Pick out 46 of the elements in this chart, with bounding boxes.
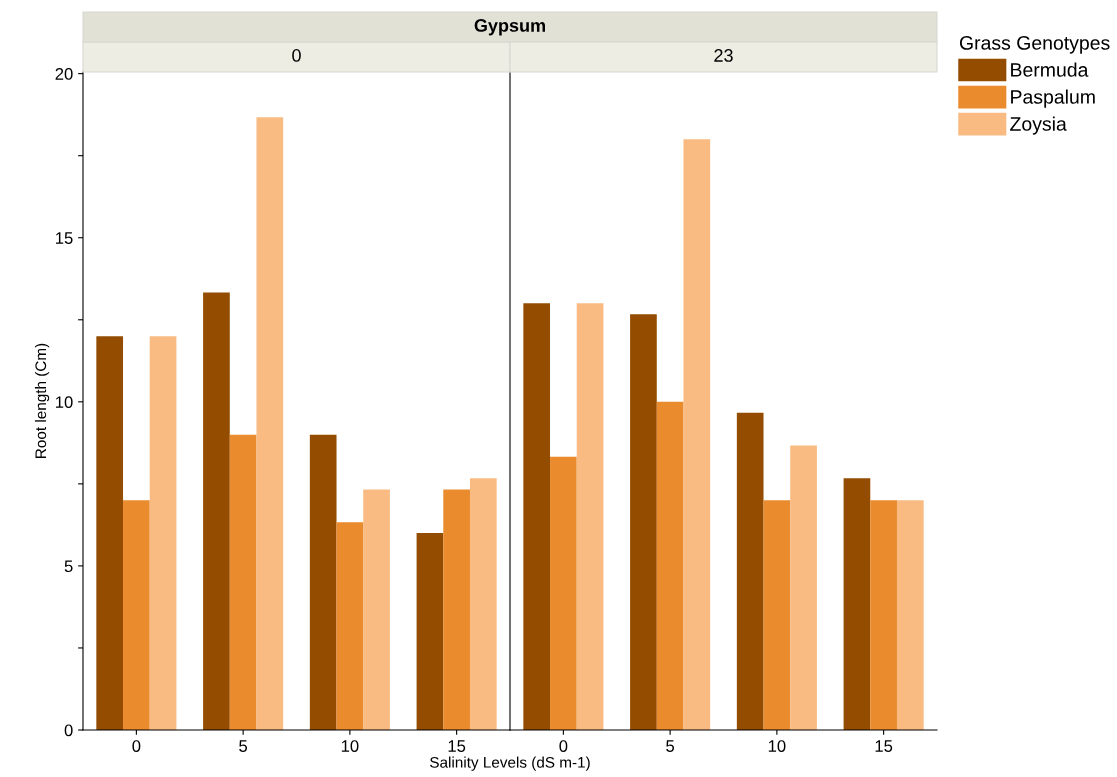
bar [96, 336, 124, 730]
bar [256, 117, 284, 730]
x-tick-label: 0 [132, 740, 141, 752]
x-tick-label: 5 [239, 740, 248, 752]
bar [416, 533, 444, 730]
chart-title: 0 [292, 49, 301, 62]
bar [363, 489, 390, 730]
legend-label: Paspalum [1011, 89, 1095, 108]
bar [763, 500, 791, 730]
bar [843, 478, 871, 730]
legend-label: Zoysia [1010, 116, 1067, 135]
bar [203, 292, 230, 730]
bar [309, 434, 337, 730]
x-tick-label: 15 [448, 740, 466, 752]
x-tick-label: 5 [666, 740, 675, 752]
bar [736, 412, 764, 730]
bar [123, 500, 150, 730]
bar [469, 478, 497, 730]
bar [443, 489, 470, 730]
text: Gypsum [474, 19, 545, 36]
x-tick-label: 10 [768, 740, 786, 752]
bar [229, 434, 257, 730]
chart-title: 23 [714, 49, 733, 62]
bar [630, 314, 657, 730]
bar [683, 139, 711, 730]
bar [149, 336, 177, 730]
y-tick-label: 20 [55, 68, 73, 80]
legend-title: Grass Genotypes [959, 36, 1110, 54]
legend-label: Bermuda [1011, 62, 1089, 77]
bar [336, 522, 364, 730]
x-tick-label: 15 [875, 740, 893, 752]
bar [896, 500, 924, 730]
x-axis-title: Salinity Levels (dS m-1) [430, 756, 590, 771]
bar [656, 401, 684, 730]
x-tick-label: 0 [559, 740, 568, 752]
y-tick-label: 10 [56, 396, 73, 409]
y-tick-label: 15 [56, 232, 73, 244]
y-axis-title: Root length (Cm) [34, 343, 50, 458]
bar [870, 500, 897, 730]
y-tick-label: 0 [64, 724, 73, 737]
y-tick-label: 5 [64, 560, 73, 573]
bar [523, 303, 551, 730]
bar [576, 303, 604, 730]
x-tick-label: 10 [341, 740, 359, 752]
bar [550, 456, 577, 730]
bar [790, 445, 817, 730]
